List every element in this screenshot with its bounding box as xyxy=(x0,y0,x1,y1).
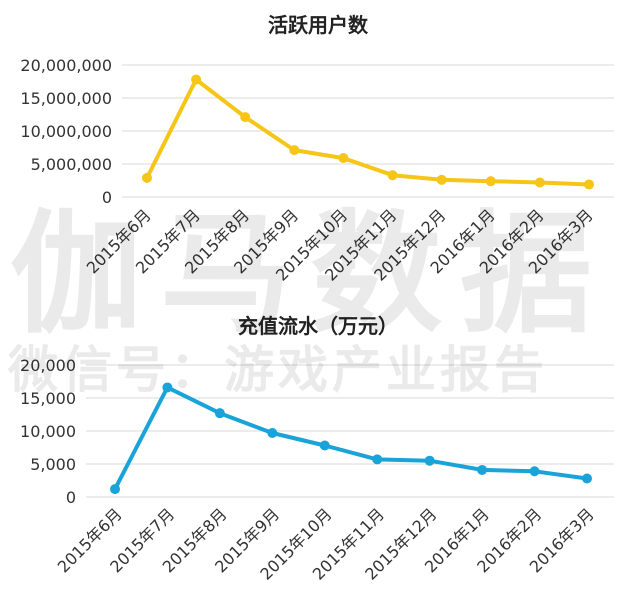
revenue-data-point xyxy=(110,484,120,495)
users-y-tick-label: 10,000,000 xyxy=(20,122,112,141)
users-data-point xyxy=(191,74,202,85)
users-data-point xyxy=(584,179,594,190)
users-series-line xyxy=(145,77,591,187)
users-data-point xyxy=(387,170,398,181)
users-data-point xyxy=(436,174,447,185)
users-data-point xyxy=(142,172,152,183)
revenue-chart-title: 充值流水（万元） xyxy=(238,314,398,338)
revenue-series-line xyxy=(113,385,589,492)
revenue-chart: 充值流水（万元）05,00010,00015,00020,0002015年6月2… xyxy=(20,314,614,584)
revenue-data-point xyxy=(424,455,435,466)
users-y-tick-label: 0 xyxy=(102,188,112,207)
revenue-y-tick-label: 20,000 xyxy=(20,356,76,375)
users-y-tick-label: 20,000,000 xyxy=(20,56,112,75)
revenue-data-point xyxy=(582,473,592,484)
revenue-data-point xyxy=(214,408,225,419)
revenue-data-point xyxy=(372,454,383,465)
users-data-point xyxy=(338,153,349,164)
revenue-data-point xyxy=(477,464,488,475)
revenue-y-tick-label: 0 xyxy=(66,488,76,507)
revenue-data-point xyxy=(267,427,278,438)
users-chart-title: 活跃用户数 xyxy=(268,13,369,37)
users-chart: 活跃用户数 0 5,000,000 10,000,000 15,000,000 20,00… xyxy=(20,13,614,285)
revenue-y-tick-label: 5,000 xyxy=(30,455,76,474)
revenue-data-point xyxy=(319,440,330,451)
users-data-point xyxy=(289,145,300,156)
users-data-point xyxy=(534,177,545,188)
revenue-data-point xyxy=(529,466,540,477)
users-data-point xyxy=(485,176,496,187)
revenue-data-point xyxy=(162,382,173,393)
users-y-tick-label: 15,000,000 xyxy=(20,89,112,108)
revenue-y-tick-label: 15,000 xyxy=(20,389,76,408)
users-y-tick-label: 5,000,000 xyxy=(31,155,112,174)
users-data-point xyxy=(240,112,251,123)
revenue-y-tick-label: 10,000 xyxy=(20,422,76,441)
